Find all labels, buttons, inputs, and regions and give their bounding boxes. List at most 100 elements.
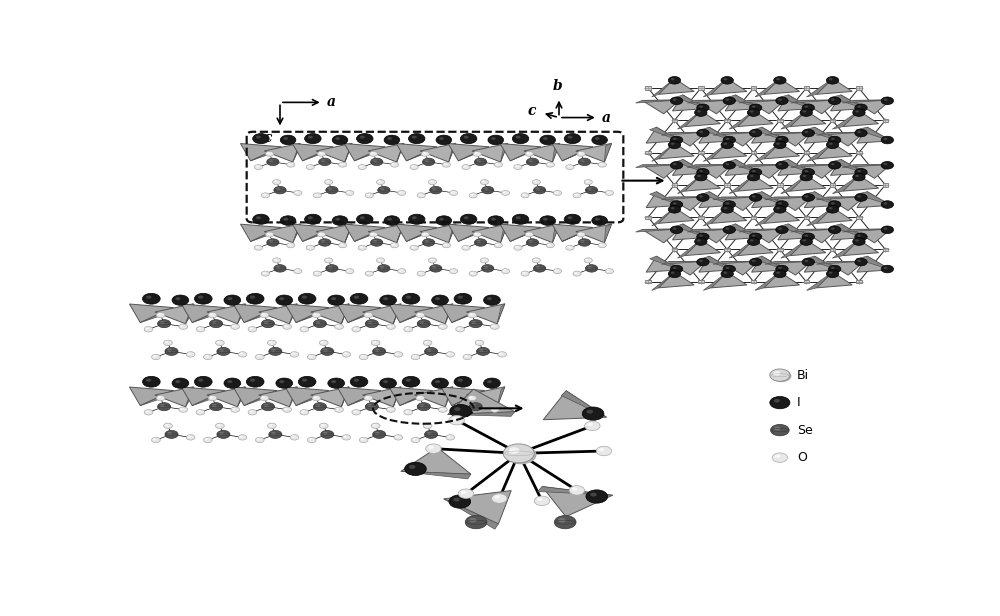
Circle shape <box>749 104 762 111</box>
Circle shape <box>309 355 312 357</box>
Circle shape <box>240 352 243 355</box>
Circle shape <box>336 325 339 326</box>
Circle shape <box>261 403 275 411</box>
Circle shape <box>471 272 473 274</box>
Circle shape <box>564 134 581 144</box>
Circle shape <box>250 410 253 412</box>
Text: b: b <box>553 79 562 93</box>
Circle shape <box>266 152 274 156</box>
Circle shape <box>587 423 593 426</box>
Circle shape <box>857 195 861 198</box>
Circle shape <box>453 498 460 501</box>
Circle shape <box>423 233 426 235</box>
Circle shape <box>390 162 399 167</box>
Circle shape <box>340 163 343 164</box>
Circle shape <box>371 423 380 429</box>
Polygon shape <box>251 147 282 161</box>
Polygon shape <box>790 240 826 256</box>
Circle shape <box>501 269 510 274</box>
Polygon shape <box>538 487 613 495</box>
Polygon shape <box>765 197 812 200</box>
Circle shape <box>458 378 463 382</box>
Circle shape <box>427 349 431 352</box>
Polygon shape <box>140 307 176 323</box>
Polygon shape <box>186 387 196 407</box>
Polygon shape <box>779 160 812 173</box>
Polygon shape <box>687 100 733 103</box>
Circle shape <box>697 110 701 113</box>
Circle shape <box>368 404 372 407</box>
Polygon shape <box>778 95 812 111</box>
Circle shape <box>350 376 368 387</box>
Circle shape <box>454 407 461 411</box>
Circle shape <box>371 152 374 154</box>
Circle shape <box>449 415 464 425</box>
Circle shape <box>419 272 421 274</box>
Circle shape <box>313 403 326 411</box>
Circle shape <box>194 293 212 304</box>
Polygon shape <box>800 164 838 178</box>
Circle shape <box>605 269 613 274</box>
Circle shape <box>590 493 597 496</box>
Circle shape <box>439 217 444 221</box>
Circle shape <box>263 272 266 274</box>
Circle shape <box>274 265 286 272</box>
Circle shape <box>529 240 533 243</box>
Circle shape <box>668 270 681 278</box>
Circle shape <box>164 423 172 429</box>
Circle shape <box>775 455 780 458</box>
Polygon shape <box>827 132 864 146</box>
Circle shape <box>469 518 477 522</box>
Polygon shape <box>778 160 812 176</box>
Polygon shape <box>652 143 674 161</box>
Polygon shape <box>233 387 277 405</box>
Polygon shape <box>303 227 333 241</box>
Circle shape <box>240 436 243 437</box>
Polygon shape <box>642 229 680 243</box>
Circle shape <box>264 404 268 407</box>
Circle shape <box>464 216 469 219</box>
Polygon shape <box>721 261 759 275</box>
Polygon shape <box>830 224 864 238</box>
Circle shape <box>312 312 321 318</box>
Circle shape <box>831 163 835 165</box>
Circle shape <box>430 259 433 261</box>
Polygon shape <box>642 164 680 178</box>
Bar <box>751 216 756 219</box>
Polygon shape <box>695 229 733 243</box>
Polygon shape <box>497 387 505 407</box>
Circle shape <box>425 424 428 426</box>
Circle shape <box>420 404 424 407</box>
Circle shape <box>367 194 370 195</box>
Polygon shape <box>703 208 727 226</box>
Circle shape <box>802 169 814 176</box>
Circle shape <box>246 376 264 387</box>
Circle shape <box>269 341 272 343</box>
Circle shape <box>607 192 610 193</box>
Polygon shape <box>652 272 674 290</box>
Circle shape <box>752 105 756 108</box>
Circle shape <box>306 245 314 250</box>
Circle shape <box>444 163 447 164</box>
Polygon shape <box>857 256 891 272</box>
Polygon shape <box>401 471 471 479</box>
Polygon shape <box>240 224 281 241</box>
Circle shape <box>417 320 430 328</box>
Circle shape <box>526 239 539 246</box>
Circle shape <box>471 321 476 324</box>
Polygon shape <box>636 100 680 103</box>
Circle shape <box>263 194 266 195</box>
Circle shape <box>492 493 507 503</box>
Circle shape <box>771 424 789 436</box>
Circle shape <box>463 246 466 248</box>
Circle shape <box>498 352 507 357</box>
Polygon shape <box>827 197 864 211</box>
Circle shape <box>607 270 610 271</box>
Circle shape <box>548 163 551 164</box>
Circle shape <box>405 410 408 412</box>
Polygon shape <box>753 127 785 141</box>
Polygon shape <box>737 240 773 256</box>
Circle shape <box>555 270 558 271</box>
Circle shape <box>404 326 413 332</box>
Polygon shape <box>661 261 706 264</box>
